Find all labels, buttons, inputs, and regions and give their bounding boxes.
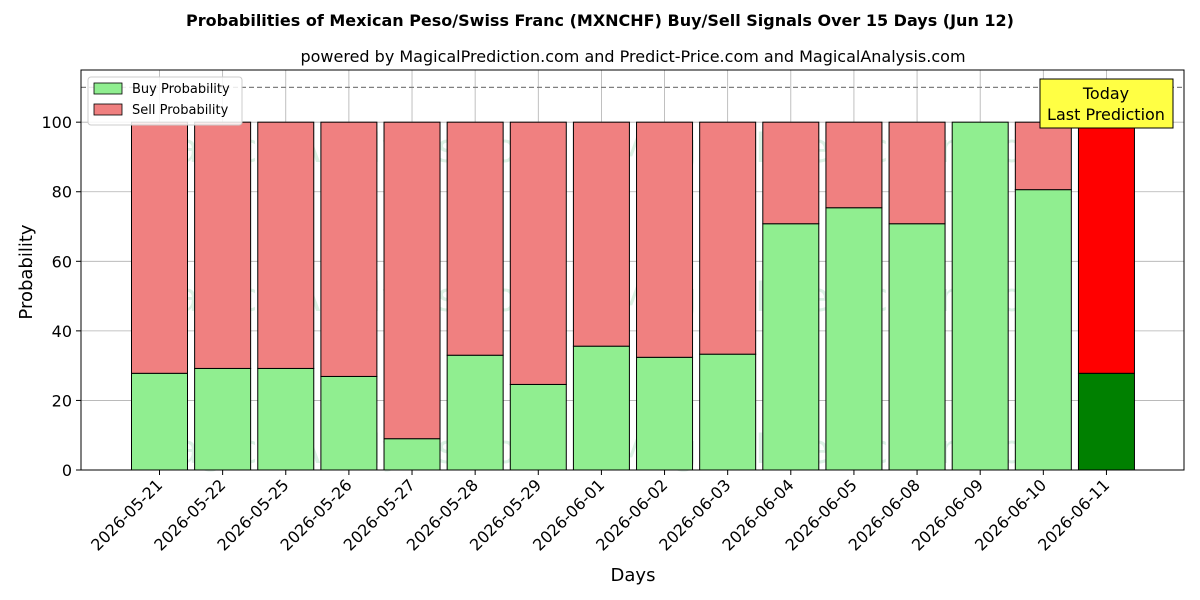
bar-buy [762, 223, 820, 471]
y-tick-label: 100 [41, 113, 72, 132]
y-axis-label: Probability [16, 224, 37, 319]
y-tick-label: 40 [52, 322, 72, 341]
bar-sell [699, 121, 757, 355]
bar-sell [194, 121, 252, 369]
plot-frame [80, 69, 1185, 471]
chart-title: Probabilities of Mexican Peso/Swiss Fran… [186, 11, 1014, 30]
legend-swatch-buy [93, 82, 123, 95]
bar-sell [888, 121, 946, 225]
bar-sell [762, 121, 820, 225]
annotation-line-1: Today [1082, 84, 1129, 103]
bar-buy [509, 383, 567, 471]
bar-buy [825, 207, 883, 471]
bar-sell [636, 121, 694, 358]
legend-label-sell: Sell Probability [132, 103, 229, 118]
bar-buy [1014, 189, 1072, 471]
bar-buy [383, 438, 441, 471]
annotation-box [1039, 78, 1174, 129]
y-tick-label: 60 [52, 252, 72, 271]
bar-buy [888, 223, 946, 471]
bar-sell [1014, 121, 1072, 191]
bar-buy [320, 375, 378, 471]
bar-buy [951, 121, 1009, 471]
bar-buy [257, 367, 315, 471]
bar-buy [446, 354, 504, 471]
bar-sell [825, 121, 883, 209]
bar-sell [1077, 121, 1135, 374]
annotation-line-2: Last Prediction [1047, 105, 1165, 124]
bar-sell [131, 121, 188, 374]
bar-buy [699, 353, 757, 471]
y-tick-label: 80 [52, 183, 72, 202]
bar-buy [1077, 372, 1135, 471]
legend-box [87, 76, 243, 126]
x-axis: 2026-05-212026-05-222026-05-252026-05-26… [87, 470, 1113, 555]
plot-area: MagicalAnalysis.comMagicalPrediction.com… [80, 69, 1185, 473]
bar-sell [446, 121, 504, 356]
chart-subtitle: powered by MagicalPrediction.com and Pre… [300, 47, 965, 66]
bar-sell [320, 121, 378, 377]
legend: Buy Probability Sell Probability [87, 76, 243, 126]
bar-sell [509, 121, 567, 385]
bar-sell [257, 121, 315, 369]
bar-buy [572, 345, 630, 471]
y-tick-label: 20 [52, 391, 72, 410]
y-tick-label: 0 [62, 461, 72, 480]
bar-buy [636, 356, 694, 471]
x-axis-label: Days [611, 565, 656, 586]
bar-sell [572, 121, 630, 347]
legend-swatch-sell [93, 103, 123, 116]
y-axis: 0 20 40 60 80 100 [41, 113, 81, 480]
bar-buy [131, 372, 188, 471]
bar-buy [194, 367, 252, 471]
bar-sell [383, 121, 441, 440]
bars [131, 121, 1135, 471]
legend-label-buy: Buy Probability [132, 82, 230, 97]
today-annotation: Today Last Prediction [1039, 78, 1174, 129]
